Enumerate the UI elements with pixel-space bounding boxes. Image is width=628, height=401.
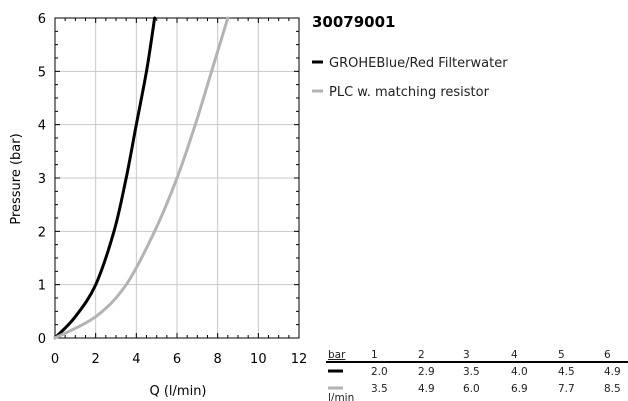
x-tick-label: 0 <box>51 352 59 367</box>
y-tick-label: 2 <box>38 225 46 240</box>
y-tick-label: 0 <box>38 332 46 347</box>
x-tick-label: 6 <box>173 352 181 367</box>
y-tick-label: 6 <box>38 12 46 27</box>
x-tick-label: 8 <box>214 352 222 367</box>
table-cell: 8.5 <box>604 383 621 395</box>
table-cell: 6.0 <box>463 383 480 395</box>
x-tick-label: 2 <box>92 352 100 367</box>
table-cell: 2.0 <box>371 366 388 378</box>
series-line-1 <box>53 16 157 340</box>
table-cell: 4.9 <box>418 383 435 395</box>
series-line-2 <box>53 16 230 340</box>
table-cell: 4.9 <box>604 366 621 378</box>
table-pressure-label: 3 <box>463 349 470 361</box>
table-cell: 4.5 <box>558 366 575 378</box>
series <box>53 16 230 340</box>
legend-label-2: PLC w. matching resistor <box>329 85 490 100</box>
legend-label-1: GROHEBlue/Red Filterwater <box>329 56 508 71</box>
table-unit-label: l/min <box>328 392 354 401</box>
chart-title: 30079001 <box>312 13 396 31</box>
table-pressure-label: 4 <box>511 349 518 361</box>
y-tick-label: 4 <box>38 119 46 134</box>
x-tick-label: 12 <box>291 352 308 367</box>
table-cell: 7.7 <box>558 383 575 395</box>
x-tick-label: 4 <box>132 352 140 367</box>
table-head-label: bar <box>328 349 346 361</box>
x-tick-label: 10 <box>250 352 267 367</box>
table-cell: 3.5 <box>371 383 388 395</box>
flow-table: bar 1 2 3 4 5 6 2.0 2.9 3.5 4.0 4.5 4.9 3.5 4.9 6.0 6.9 7… <box>326 349 628 401</box>
x-axis-label: Q (l/min) <box>149 384 206 399</box>
legend: GROHEBlue/Red Filterwater PLC w. matching… <box>312 56 508 100</box>
table-cell: 3.5 <box>463 366 480 378</box>
y-tick-label: 1 <box>38 279 46 294</box>
table-pressure-label: 1 <box>371 349 378 361</box>
y-tick-label: 3 <box>38 172 46 187</box>
table-cell: 4.0 <box>511 366 528 378</box>
table-pressure-label: 2 <box>418 349 425 361</box>
table-pressure-label: 5 <box>558 349 565 361</box>
table-pressure-label: 6 <box>604 349 611 361</box>
table-cell: 6.9 <box>511 383 528 395</box>
y-tick-label: 5 <box>38 65 46 80</box>
y-axis-label: Pressure (bar) <box>9 133 24 224</box>
table-cell: 2.9 <box>418 366 435 378</box>
